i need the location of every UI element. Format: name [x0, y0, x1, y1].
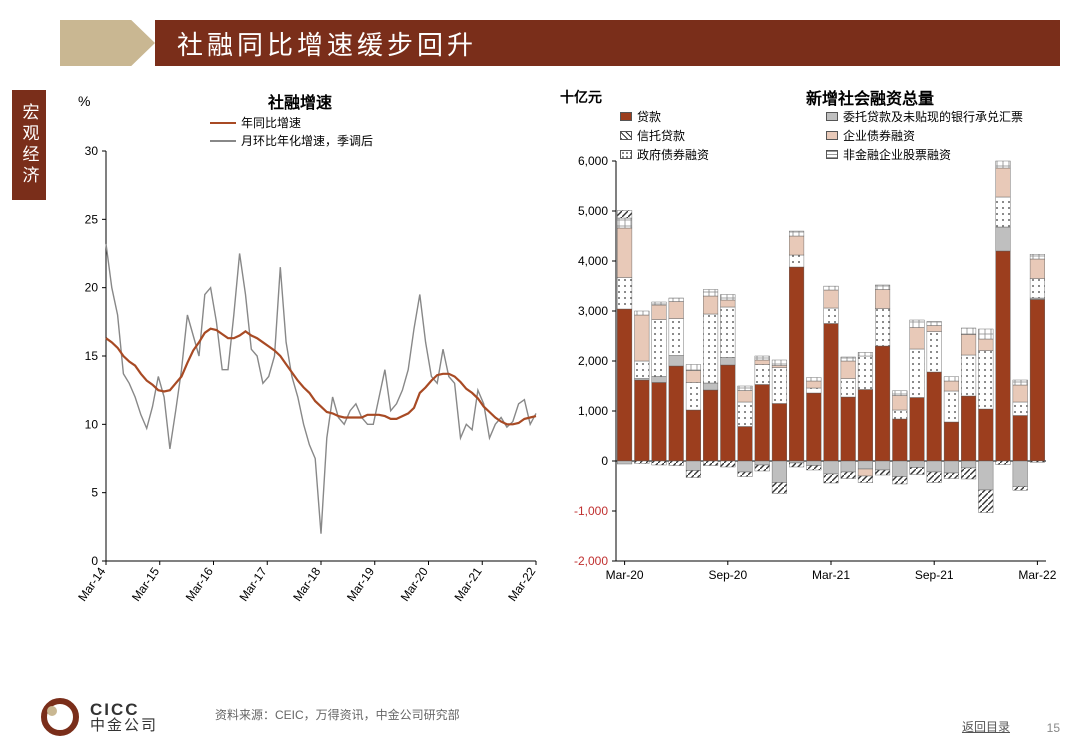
right-legend: 贷款 委托贷款及未贴现的银行承兑汇票信托贷款 企业债券融资政府债券融资 非金融企业股票… — [620, 107, 1080, 164]
svg-text:Mar-20: Mar-20 — [398, 564, 431, 603]
legend-label: 月环比年化增速，季调后 — [241, 132, 373, 149]
legend-mom: 月环比年化增速，季调后 — [210, 132, 373, 149]
svg-text:5: 5 — [91, 486, 98, 500]
legend-item-entrust: 委托贷款及未贴现的银行承兑汇票 — [826, 108, 1080, 125]
svg-text:-2,000: -2,000 — [574, 554, 608, 568]
svg-text:3,000: 3,000 — [578, 304, 608, 318]
left-legend: 年同比增速 月环比年化增速，季调后 — [210, 113, 373, 150]
svg-text:15: 15 — [85, 349, 99, 363]
line-chart: % 社融增速 年同比增速 月环比年化增速，季调后 051015202530Mar… — [60, 85, 540, 645]
logo: CICC 中金公司 — [40, 697, 158, 737]
svg-text:2,000: 2,000 — [578, 354, 608, 368]
title-bar: 社融同比增速缓步回升 — [155, 20, 1060, 66]
chart-area: % 社融增速 年同比增速 月环比年化增速，季调后 051015202530Mar… — [60, 85, 1060, 665]
logo-text: CICC 中金公司 — [90, 701, 158, 733]
section-tab: 宏观经济 — [12, 90, 46, 200]
logo-en: CICC — [90, 701, 158, 718]
right-title: 新增社会融资总量 — [680, 85, 1060, 109]
svg-text:-1,000: -1,000 — [574, 504, 608, 518]
svg-text:Mar-21: Mar-21 — [451, 564, 484, 603]
svg-text:Mar-15: Mar-15 — [129, 564, 162, 603]
legend-line-icon — [210, 140, 236, 142]
svg-text:1,000: 1,000 — [578, 404, 608, 418]
logo-mark — [40, 697, 80, 737]
legend-label: 贷款 — [637, 108, 661, 125]
line-chart-svg: 051015202530Mar-14Mar-15Mar-16Mar-17Mar-… — [60, 85, 540, 645]
legend-item-trust: 信托贷款 — [620, 127, 820, 144]
source-text: 资料来源：CEIC，万得资讯，中金公司研究部 — [215, 706, 460, 723]
title-arrow — [60, 20, 155, 66]
bar-chart-svg: -2,000 -1,000 0 1,000 2,000 3,000 4,000 5,000 6,… — [550, 85, 1060, 645]
svg-text:20: 20 — [85, 281, 99, 295]
bar-chart: 十亿元 新增社会融资总量 贷款 委托贷款及未贴现的银行承兑汇票信托贷款 企业债券融资… — [550, 85, 1060, 645]
legend-item-equity: 非金融企业股票融资 — [826, 146, 1080, 163]
legend-label: 企业债券融资 — [843, 127, 915, 144]
svg-text:Sep-20: Sep-20 — [708, 568, 747, 582]
legend-line-icon — [210, 122, 236, 124]
svg-text:25: 25 — [85, 212, 99, 226]
logo-cn: 中金公司 — [90, 718, 158, 733]
svg-text:Mar-22: Mar-22 — [505, 564, 538, 603]
page-title: 社融同比增速缓步回升 — [177, 25, 477, 62]
svg-text:0: 0 — [601, 454, 608, 468]
svg-text:Mar-17: Mar-17 — [236, 564, 269, 603]
back-link[interactable]: 返回目录 — [962, 718, 1010, 735]
svg-text:10: 10 — [85, 417, 99, 431]
legend-label: 政府债券融资 — [637, 146, 709, 163]
legend-yoy: 年同比增速 — [210, 114, 373, 131]
legend-label: 非金融企业股票融资 — [843, 146, 951, 163]
legend-item-govbond: 政府债券融资 — [620, 146, 820, 163]
svg-text:4,000: 4,000 — [578, 254, 608, 268]
svg-text:Mar-16: Mar-16 — [183, 564, 216, 603]
page-number: 15 — [1047, 721, 1060, 735]
svg-text:5,000: 5,000 — [578, 204, 608, 218]
svg-text:6,000: 6,000 — [578, 154, 608, 168]
svg-text:Mar-20: Mar-20 — [606, 568, 644, 582]
svg-text:Mar-18: Mar-18 — [290, 564, 323, 603]
svg-text:Mar-21: Mar-21 — [812, 568, 850, 582]
svg-text:Mar-14: Mar-14 — [75, 564, 108, 603]
left-title: 社融增速 — [60, 89, 540, 113]
legend-item-loan: 贷款 — [620, 108, 820, 125]
legend-label: 委托贷款及未贴现的银行承兑汇票 — [843, 108, 1023, 125]
svg-text:30: 30 — [85, 144, 99, 158]
legend-item-corpbond: 企业债券融资 — [826, 127, 1080, 144]
legend-label: 信托贷款 — [637, 127, 685, 144]
right-unit: 十亿元 — [560, 87, 602, 107]
legend-label: 年同比增速 — [241, 114, 301, 131]
svg-text:Mar-19: Mar-19 — [344, 564, 377, 603]
section-tab-label: 宏观经济 — [17, 103, 42, 187]
svg-text:Mar-22: Mar-22 — [1018, 568, 1056, 582]
svg-text:Sep-21: Sep-21 — [915, 568, 954, 582]
